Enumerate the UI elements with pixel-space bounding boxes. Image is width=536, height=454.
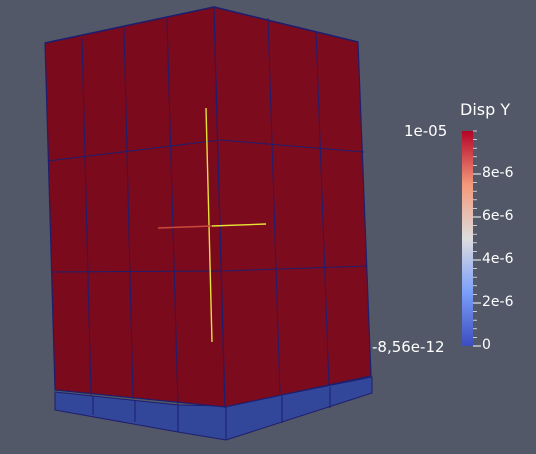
- colorbar-tick-label: 8e-6: [482, 164, 514, 181]
- colorbar-tick-label: 0: [482, 336, 491, 353]
- front-face: [44, 6, 226, 408]
- colorbar-tick-label: 6e-6: [482, 207, 514, 224]
- center-axes-glyph: [157, 107, 267, 343]
- colorbar-tick-label: 2e-6: [482, 293, 514, 310]
- right-face: [213, 6, 372, 408]
- colorbar-tick-label: 4e-6: [482, 250, 514, 267]
- legend-max-label: 1e-05: [404, 122, 448, 140]
- legend-min-label: -8,56e-12: [372, 338, 445, 356]
- top-edge: [44, 6, 359, 44]
- legend-title: Disp Y: [460, 100, 511, 119]
- scalar-colorbar: [462, 131, 473, 346]
